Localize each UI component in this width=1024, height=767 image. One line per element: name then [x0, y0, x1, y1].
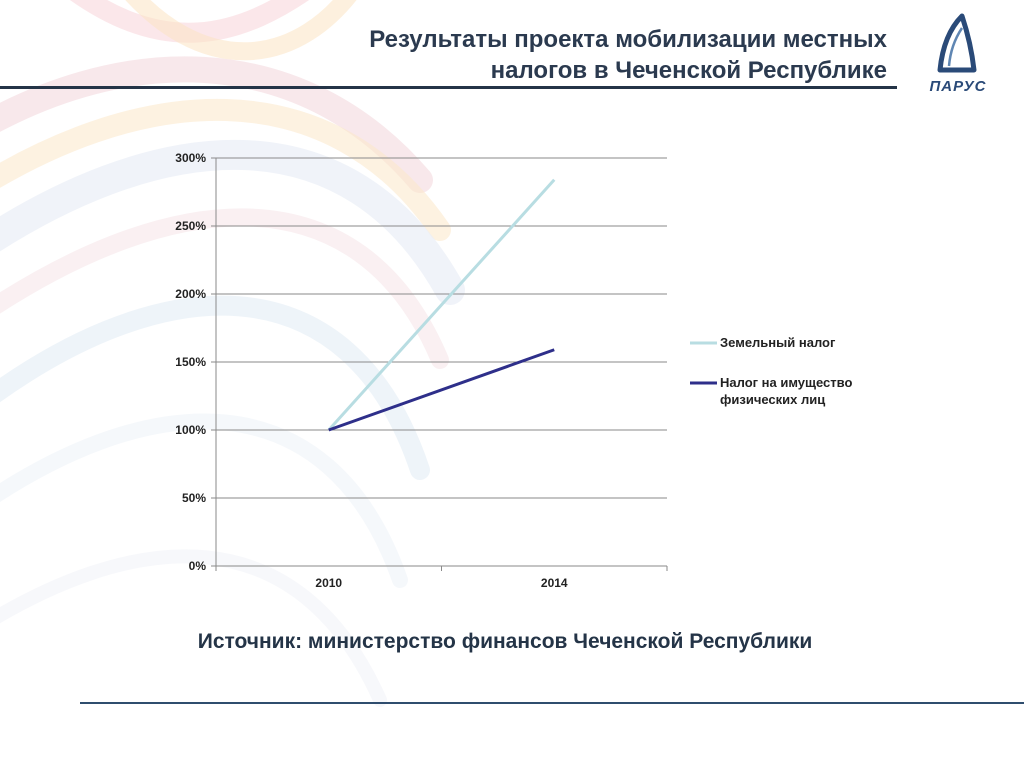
source-note: Источник: министерство финансов Чеченско…	[197, 630, 813, 653]
series-line-1	[327, 178, 556, 432]
logo: ПАРУС	[918, 12, 998, 102]
y-tick-labels: 0% 50% 100% 150% 200% 250% 300%	[175, 151, 206, 573]
page-title: Результаты проекта мобилизации местных н…	[267, 24, 887, 86]
legend-label-line: физических лиц	[720, 392, 826, 407]
y-tick-label: 0%	[189, 559, 207, 573]
chart-axes	[211, 157, 668, 571]
y-tick-label: 250%	[175, 219, 206, 233]
y-tick-label: 50%	[182, 491, 206, 505]
legend-label-line: Налог на имущество	[720, 375, 853, 390]
sail-logo-icon	[937, 13, 977, 73]
logo-text: ПАРУС	[929, 78, 987, 95]
chart-grid	[216, 157, 667, 567]
y-tick-label: 150%	[175, 355, 206, 369]
legend-label-line: Земельный налог	[720, 335, 836, 350]
chart-series	[327, 178, 556, 432]
header-divider	[0, 86, 897, 89]
x-tick-labels: 2010 2014	[315, 576, 568, 590]
legend-label-1: Земельный налог	[720, 334, 835, 351]
page-title-line-2: налогов в Чеченской Республике	[490, 57, 887, 84]
x-tick-label: 2014	[541, 576, 568, 590]
series-line-2	[328, 348, 555, 432]
legend-marks	[690, 341, 717, 385]
x-tick-label: 2010	[315, 576, 342, 590]
y-tick-label: 300%	[175, 151, 206, 165]
legend-label-2: Налог на имущество физических лиц	[720, 374, 852, 408]
footer-divider	[80, 702, 1024, 704]
y-tick-label: 200%	[175, 287, 206, 301]
y-tick-label: 100%	[175, 423, 206, 437]
page-title-line-1: Результаты проекта мобилизации местных	[369, 26, 887, 53]
